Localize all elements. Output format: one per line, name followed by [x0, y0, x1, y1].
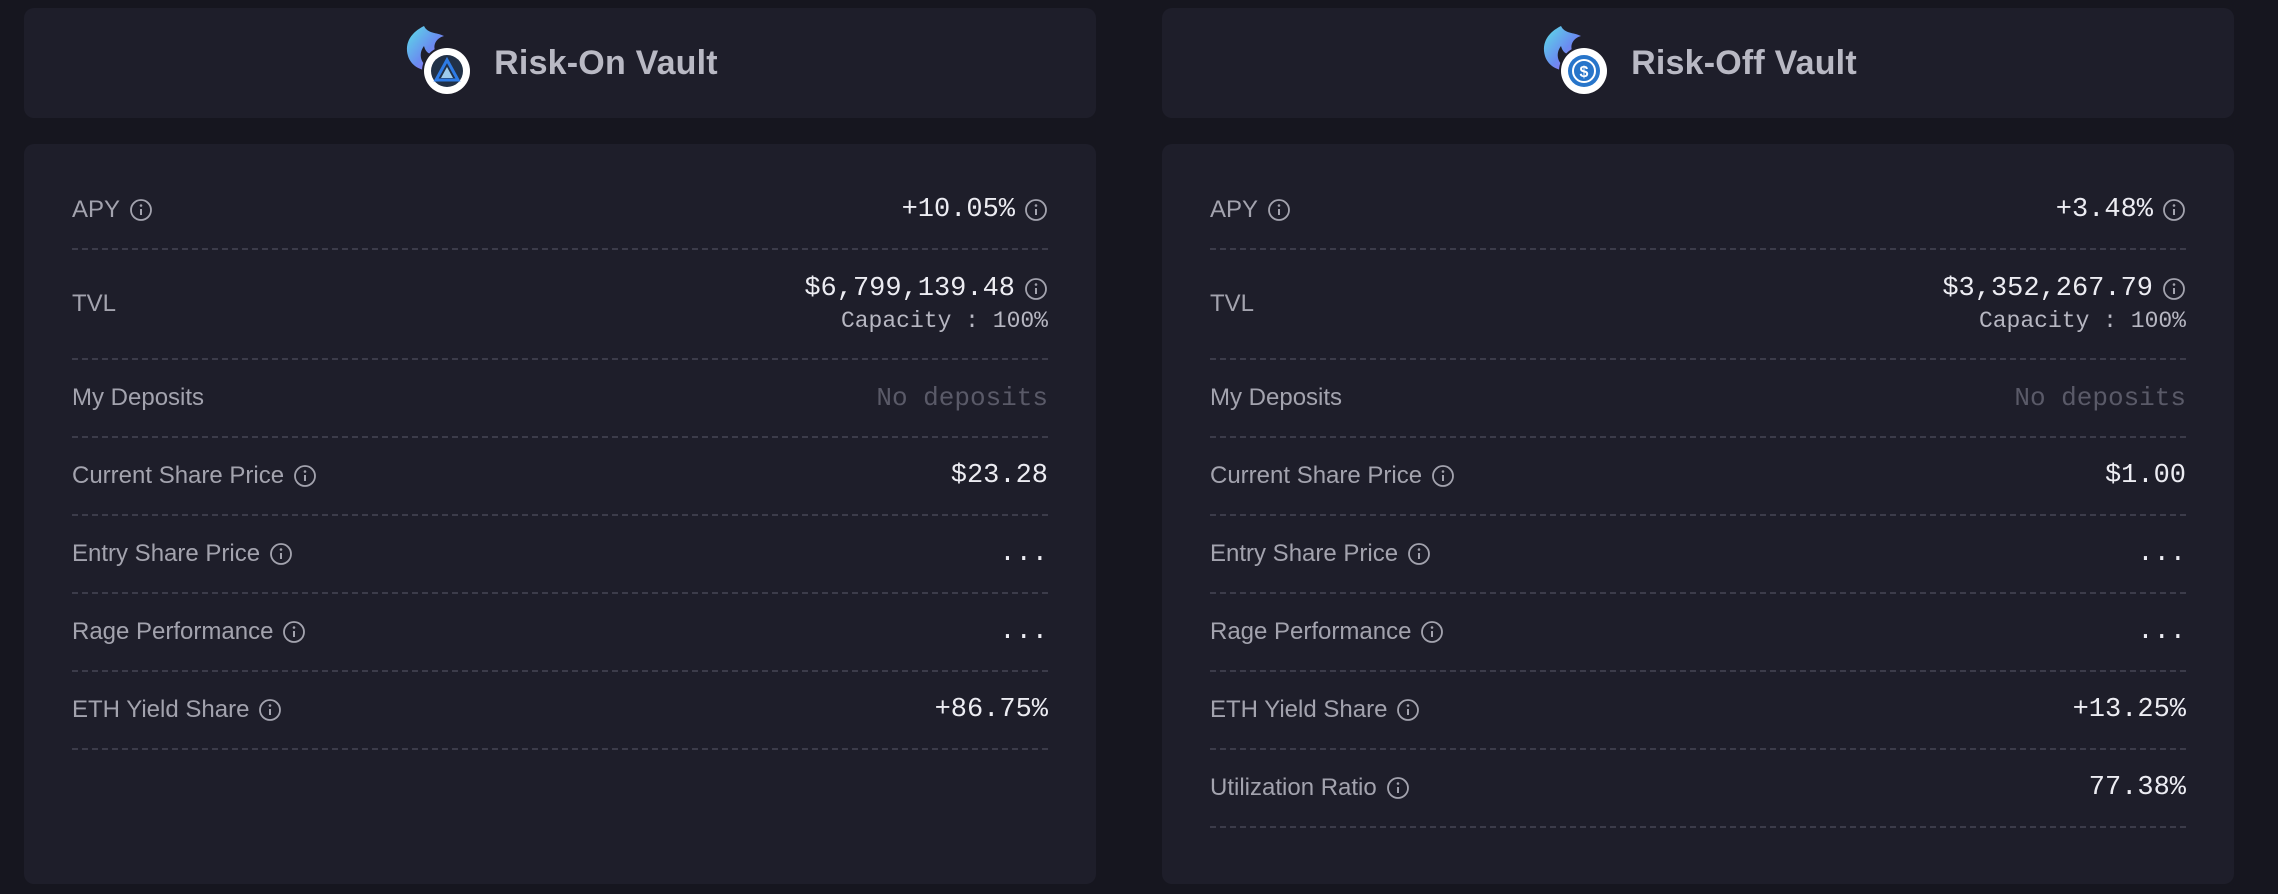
- info-icon[interactable]: [1024, 277, 1048, 301]
- svg-text:$: $: [1580, 64, 1589, 81]
- rage-performance-label: Rage Performance: [72, 618, 274, 645]
- my-deposits-row: My Deposits No deposits: [72, 360, 1048, 438]
- eth-yield-share-label: ETH Yield Share: [72, 696, 250, 723]
- vault-header: Risk-On Vault: [24, 8, 1096, 118]
- entry-share-price-value: ...: [999, 539, 1048, 569]
- apy-value: +3.48%: [2055, 195, 2153, 225]
- vault-stats-card: APY +10.05% TVL $6,799,139.48 Capacity :…: [24, 144, 1096, 884]
- tvl-value: $3,352,267.79: [1942, 274, 2153, 304]
- entry-share-price-label: Entry Share Price: [1210, 540, 1399, 567]
- info-icon[interactable]: [1396, 698, 1420, 722]
- tvl-capacity: Capacity : 100%: [840, 308, 1048, 334]
- info-icon[interactable]: [1407, 542, 1431, 566]
- info-icon[interactable]: [1024, 198, 1048, 222]
- vault-stats-card: APY +3.48% TVL $3,352,267.79 Capacity : …: [1162, 144, 2234, 884]
- info-icon[interactable]: [2162, 198, 2186, 222]
- current-share-price-row: Current Share Price $1.00: [1210, 438, 2186, 516]
- apy-row: APY +3.48%: [1210, 172, 2186, 250]
- utilization-ratio-label: Utilization Ratio: [1210, 774, 1377, 801]
- rage-performance-row: Rage Performance ...: [1210, 594, 2186, 672]
- info-icon[interactable]: [282, 620, 306, 644]
- vault-title: Risk-Off Vault: [1631, 43, 1857, 82]
- info-icon[interactable]: [258, 698, 282, 722]
- current-share-price-value: $23.28: [950, 461, 1048, 491]
- info-icon[interactable]: [2162, 277, 2186, 301]
- my-deposits-label: My Deposits: [1210, 384, 1343, 411]
- tvl-label: TVL: [1210, 290, 1255, 317]
- tvl-label: TVL: [72, 290, 117, 317]
- apy-label: APY: [1210, 196, 1259, 223]
- info-icon[interactable]: [1431, 464, 1455, 488]
- info-icon[interactable]: [293, 464, 317, 488]
- current-share-price-row: Current Share Price $23.28: [72, 438, 1048, 516]
- info-icon[interactable]: [129, 198, 153, 222]
- arbitrum-icon: [424, 48, 471, 94]
- tvl-value: $6,799,139.48: [804, 274, 1015, 304]
- entry-share-price-row: Entry Share Price ...: [1210, 516, 2186, 594]
- apy-row: APY +10.05%: [72, 172, 1048, 250]
- utilization-ratio-value: 77.38%: [2088, 773, 2186, 803]
- vault-title: Risk-On Vault: [494, 43, 718, 82]
- rage-performance-value: ...: [999, 617, 1048, 647]
- entry-share-price-value: ...: [2137, 539, 2186, 569]
- utilization-ratio-row: Utilization Ratio 77.38%: [1210, 750, 2186, 828]
- rage-performance-value: ...: [2137, 617, 2186, 647]
- vault-header: $ Risk-Off Vault: [1162, 8, 2234, 118]
- vault-logo: $: [1539, 24, 1611, 96]
- apy-label: APY: [72, 196, 121, 223]
- tvl-row: TVL $3,352,267.79 Capacity : 100%: [1210, 250, 2186, 360]
- tvl-row: TVL $6,799,139.48 Capacity : 100%: [72, 250, 1048, 360]
- entry-share-price-label: Entry Share Price: [72, 540, 261, 567]
- info-icon[interactable]: [1386, 776, 1410, 800]
- flame-icon: [1544, 26, 1582, 71]
- current-share-price-value: $1.00: [2104, 461, 2186, 491]
- risk-on-vault-column: Risk-On Vault APY +10.05% TVL $6,799,139…: [24, 8, 1096, 884]
- vault-logo: [402, 24, 474, 96]
- usdc-icon: $: [1561, 48, 1608, 94]
- my-deposits-value: No deposits: [2014, 383, 2186, 413]
- eth-yield-share-label: ETH Yield Share: [1210, 696, 1388, 723]
- my-deposits-label: My Deposits: [72, 384, 205, 411]
- my-deposits-row: My Deposits No deposits: [1210, 360, 2186, 438]
- apy-value: +10.05%: [901, 195, 1015, 225]
- tvl-capacity: Capacity : 100%: [1978, 308, 2186, 334]
- info-icon[interactable]: [1420, 620, 1444, 644]
- risk-off-vault-column: $ Risk-Off Vault APY +3.48% TVL $3,352,2…: [1162, 8, 2234, 884]
- rage-performance-row: Rage Performance ...: [72, 594, 1048, 672]
- eth-yield-share-row: ETH Yield Share +86.75%: [72, 672, 1048, 750]
- eth-yield-share-value: +13.25%: [2072, 695, 2186, 725]
- flame-icon: [407, 26, 445, 71]
- eth-yield-share-row: ETH Yield Share +13.25%: [1210, 672, 2186, 750]
- current-share-price-label: Current Share Price: [1210, 462, 1423, 489]
- info-icon[interactable]: [269, 542, 293, 566]
- current-share-price-label: Current Share Price: [72, 462, 285, 489]
- eth-yield-share-value: +86.75%: [934, 695, 1048, 725]
- info-icon[interactable]: [1267, 198, 1291, 222]
- rage-performance-label: Rage Performance: [1210, 618, 1412, 645]
- entry-share-price-row: Entry Share Price ...: [72, 516, 1048, 594]
- my-deposits-value: No deposits: [876, 383, 1048, 413]
